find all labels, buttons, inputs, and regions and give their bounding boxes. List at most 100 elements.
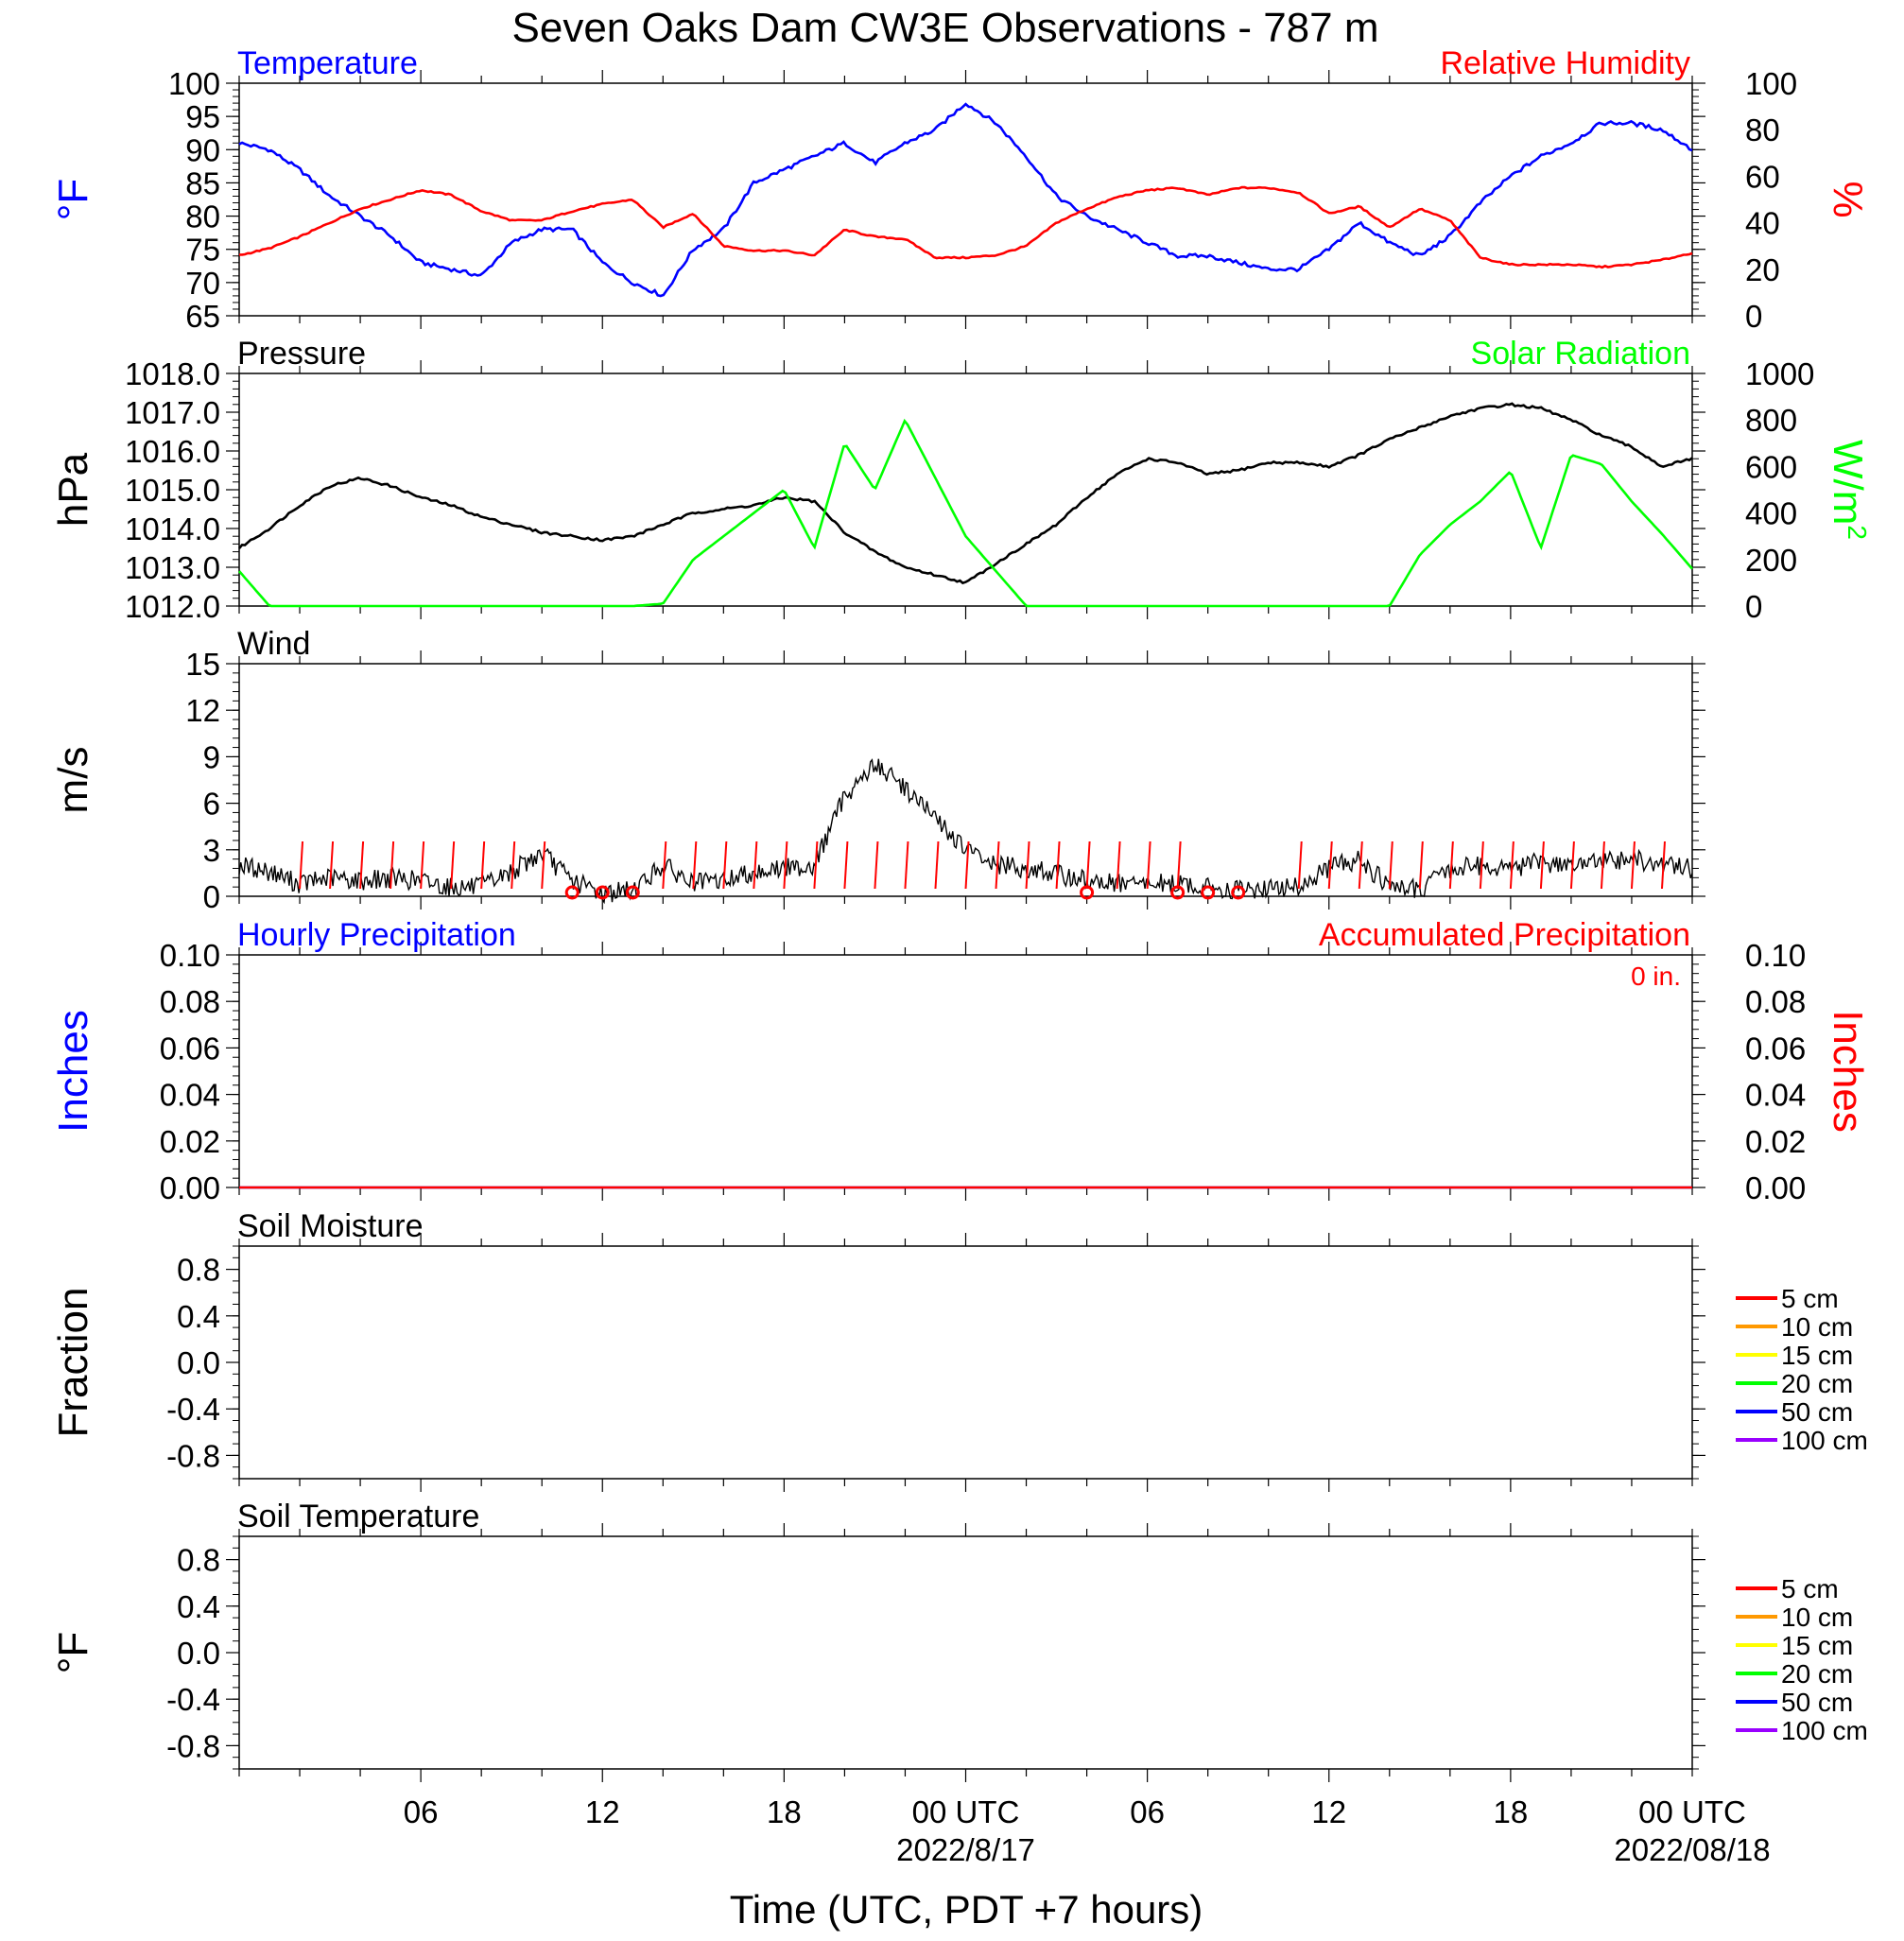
wind-barb [1539, 841, 1545, 890]
x-axis-label: Time (UTC, PDT +7 hours) [730, 1887, 1203, 1932]
y-tick-label: 1012.0 [125, 589, 220, 624]
series-line-1 [237, 402, 1693, 585]
calm-marker [564, 885, 580, 900]
wind-barb [1479, 841, 1484, 890]
y-tick-label: -0.8 [166, 1438, 220, 1473]
legend-label: 100 cm [1781, 1426, 1868, 1455]
y-tick-label: 0.08 [160, 984, 220, 1019]
wind-barb [1509, 841, 1515, 890]
wind-barb [511, 841, 516, 890]
y2-tick-label: 1000 [1745, 356, 1814, 391]
y-tick-label: 9 [203, 739, 220, 774]
y-tick-label: 75 [185, 233, 220, 268]
y-axis-label: Inches [50, 1010, 96, 1133]
y2-tick-label: 800 [1745, 403, 1797, 438]
y-axis-label: Fraction [50, 1288, 96, 1438]
x-tick-label: 12 [585, 1794, 620, 1829]
y2-tick-label: 60 [1745, 159, 1780, 194]
y-tick-label: -0.4 [166, 1682, 220, 1717]
wind-barb [692, 841, 698, 890]
y-tick-label: -0.4 [166, 1392, 220, 1427]
calm-marker [1080, 885, 1095, 900]
legend-label: 100 cm [1781, 1716, 1868, 1745]
y-axis-label: °F [50, 1632, 96, 1673]
y-tick-label: 90 [185, 132, 220, 167]
y-tick-label: 0.4 [177, 1299, 220, 1334]
y2-axis-label-sup: 2 [1843, 525, 1873, 540]
y2-tick-label: 80 [1745, 113, 1780, 147]
legend-label: 50 cm [1781, 1397, 1853, 1427]
wind-barb [1660, 841, 1666, 890]
wind-barb [329, 841, 335, 890]
y2-tick-label: 400 [1745, 496, 1797, 531]
panel-title-left: Temperature [237, 45, 418, 81]
wind-barb [995, 841, 1000, 890]
panel-title-right: Accumulated Precipitation [1319, 917, 1690, 953]
legend-label: 20 cm [1781, 1659, 1853, 1689]
panel-1: 10095908580757065100806040200Temperature… [50, 45, 1871, 334]
wind-barb [1297, 841, 1303, 890]
panel-title-left: Pressure [237, 336, 366, 372]
plot-frame [238, 373, 1693, 607]
legend-label: 5 cm [1781, 1574, 1839, 1603]
series-line-1 [238, 102, 1693, 298]
y-tick-label: 0.00 [160, 1170, 220, 1205]
legend-label: 15 cm [1781, 1341, 1853, 1370]
y-tick-label: 6 [203, 787, 220, 822]
wind-barb [874, 841, 879, 890]
wind-barb [1176, 841, 1182, 890]
calm-marker [1201, 885, 1216, 900]
x-tick-label: 18 [1494, 1794, 1529, 1829]
wind-barb [1418, 841, 1424, 890]
wind-barb [420, 841, 425, 890]
x-tick-label: 06 [1130, 1794, 1165, 1829]
wind-barb [1630, 841, 1636, 890]
wind-barb [662, 841, 667, 890]
y2-tick-label: 40 [1745, 206, 1780, 241]
y-tick-label: 0.0 [177, 1345, 220, 1380]
y-tick-label: 0.02 [160, 1124, 220, 1159]
y-tick-label: 1018.0 [125, 356, 220, 391]
y-tick-label: 0.06 [160, 1031, 220, 1066]
y-tick-label: 0.0 [177, 1636, 220, 1671]
y-tick-label: 0.10 [160, 938, 220, 973]
y-tick-label: 1017.0 [125, 395, 220, 430]
plot-frame [238, 1245, 1693, 1480]
wind-barb [359, 841, 365, 890]
y2-tick-label: 0.00 [1745, 1170, 1806, 1205]
y-tick-label: 0.4 [177, 1589, 220, 1624]
panel-annotation: 0 in. [1631, 962, 1681, 991]
wind-barb [1025, 841, 1030, 890]
panel-title-right: Solar Radiation [1471, 336, 1690, 372]
y2-tick-label: 0 [1745, 299, 1762, 334]
x-tick-label: 12 [1311, 1794, 1346, 1829]
y2-tick-label: 0.02 [1745, 1124, 1806, 1159]
panel-title-right: Relative Humidity [1440, 45, 1690, 81]
panel-title-left: Soil Temperature [237, 1499, 479, 1534]
x-tick-label: 18 [767, 1794, 802, 1829]
x-tick-label: 00 UTC [912, 1794, 1020, 1829]
panel-title-left: Soil Moisture [237, 1208, 424, 1244]
y-tick-label: 95 [185, 99, 220, 134]
wind-barb [722, 841, 728, 890]
legend-label: 10 cm [1781, 1603, 1853, 1632]
y2-axis-label: Inches [1825, 1010, 1871, 1133]
wind-barb [480, 841, 486, 890]
wind-barb [934, 841, 940, 890]
wind-barb [904, 841, 909, 890]
wind-barb [843, 841, 849, 890]
y-tick-label: 12 [185, 693, 220, 728]
y2-tick-label: 0.10 [1745, 938, 1806, 973]
wind-barb [1116, 841, 1121, 890]
y2-axis-label: W/m2 [1825, 440, 1873, 540]
y2-tick-label: 100 [1745, 66, 1797, 101]
y2-axis-label: % [1825, 181, 1871, 217]
y-tick-label: 65 [185, 299, 220, 334]
calm-marker [625, 885, 640, 900]
panel-title-left: Wind [237, 626, 310, 662]
y2-tick-label: 0.06 [1745, 1031, 1806, 1066]
wind-barb [389, 841, 395, 890]
y-axis-label: m/s [50, 747, 96, 814]
plot-frame [238, 954, 1693, 1188]
